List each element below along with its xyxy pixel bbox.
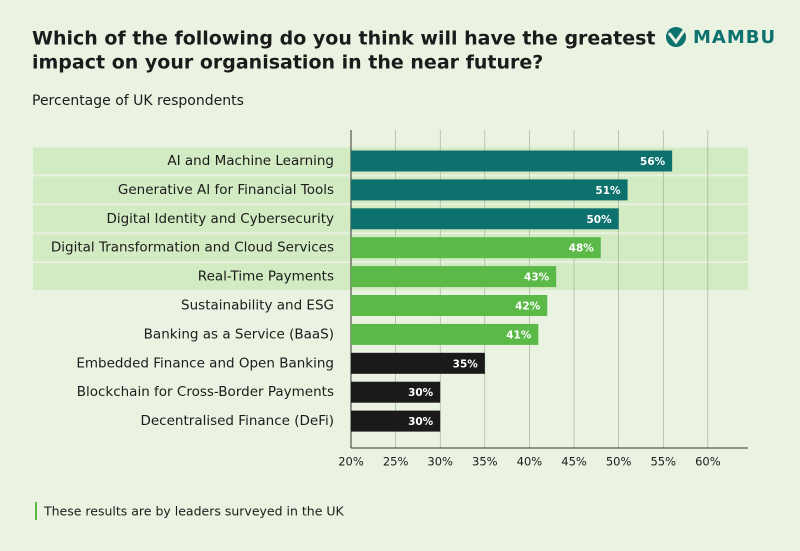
bar [351,410,441,432]
value-label: 48% [569,243,595,255]
logo-icon [666,27,687,47]
footnote-marker [35,502,37,520]
value-label: 56% [640,156,666,168]
x-tick-label: 45% [561,455,587,469]
category-label: Real-Time Payments [198,269,334,285]
value-label: 30% [408,387,434,399]
x-tick-label: 35% [472,455,498,469]
x-tick-label: 55% [650,455,676,469]
x-tick-label: 20% [338,455,364,469]
chart-subtitle: Percentage of UK respondents [32,93,244,109]
x-tick-label: 30% [427,455,453,469]
category-label: Banking as a Service (BaaS) [144,326,334,342]
x-tick-label: 60% [695,455,721,469]
value-label: 43% [524,272,550,284]
bar [351,323,539,345]
value-label: 51% [595,185,621,197]
value-label: 50% [586,214,612,226]
category-label: Decentralised Finance (DeFi) [140,413,334,429]
x-tick-label: 50% [606,455,632,469]
x-tick-label: 25% [383,455,409,469]
chart-title: Which of the following do you think will… [32,28,655,50]
category-label: Sustainability and ESG [181,298,334,314]
x-tick-label: 40% [517,455,543,469]
footnote: These results are by leaders surveyed in… [43,504,345,519]
logo-text: MAMBU [693,27,776,48]
value-label: 35% [453,358,479,370]
category-label: Generative AI for Financial Tools [118,182,334,198]
bar [351,150,673,172]
category-label: AI and Machine Learning [167,153,334,169]
bar [351,295,548,316]
bar [351,208,619,230]
bar [351,381,441,403]
value-label: 30% [408,416,434,428]
chart-title: impact on your organisation in the near … [32,52,543,74]
category-label: Blockchain for Cross-Border Payments [77,384,334,400]
category-label: Embedded Finance and Open Banking [76,355,334,371]
bar [351,352,485,374]
value-label: 42% [515,301,541,313]
category-label: Digital Transformation and Cloud Service… [51,240,334,256]
bar [351,266,557,288]
bar [351,237,601,259]
value-label: 41% [506,329,532,341]
category-label: Digital Identity and Cybersecurity [106,211,334,227]
bar [351,179,628,201]
